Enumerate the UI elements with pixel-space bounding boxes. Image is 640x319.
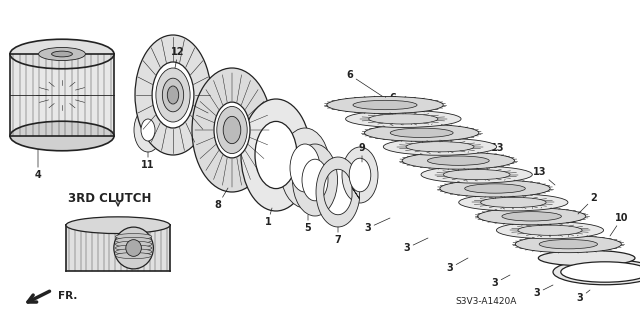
Text: 3RD CLUTCH: 3RD CLUTCH: [68, 191, 152, 204]
Ellipse shape: [402, 152, 515, 169]
Ellipse shape: [115, 237, 152, 243]
Ellipse shape: [152, 62, 194, 128]
Text: 7: 7: [335, 227, 341, 245]
Ellipse shape: [134, 108, 162, 152]
Ellipse shape: [115, 241, 152, 247]
Ellipse shape: [10, 121, 114, 151]
Text: 12: 12: [172, 47, 185, 68]
Ellipse shape: [156, 68, 190, 122]
Ellipse shape: [52, 51, 72, 57]
Text: 6: 6: [390, 93, 415, 115]
Ellipse shape: [481, 197, 546, 208]
Ellipse shape: [214, 102, 250, 158]
Ellipse shape: [444, 169, 510, 180]
Bar: [10, 54, 114, 136]
Ellipse shape: [353, 100, 417, 110]
Ellipse shape: [192, 68, 272, 192]
Text: 3: 3: [365, 218, 390, 233]
Ellipse shape: [428, 156, 489, 165]
Ellipse shape: [115, 253, 152, 259]
Ellipse shape: [66, 217, 170, 234]
Polygon shape: [316, 157, 360, 227]
Text: S3V3-A1420A: S3V3-A1420A: [455, 298, 516, 307]
Text: 3: 3: [404, 238, 428, 253]
Ellipse shape: [518, 225, 582, 235]
Ellipse shape: [477, 208, 586, 225]
Ellipse shape: [561, 262, 640, 282]
Text: 6: 6: [347, 70, 388, 100]
Text: 9: 9: [358, 143, 365, 162]
Text: 2: 2: [578, 193, 597, 214]
Ellipse shape: [302, 159, 328, 201]
Ellipse shape: [342, 147, 378, 203]
Ellipse shape: [459, 194, 568, 211]
Text: 4: 4: [35, 150, 42, 180]
Ellipse shape: [115, 245, 152, 251]
Ellipse shape: [115, 249, 152, 255]
Text: 10: 10: [610, 213, 628, 236]
Ellipse shape: [223, 116, 241, 144]
Ellipse shape: [440, 180, 550, 197]
Ellipse shape: [369, 114, 438, 124]
Text: 13: 13: [492, 143, 512, 162]
Ellipse shape: [406, 142, 474, 152]
Ellipse shape: [241, 99, 311, 211]
Ellipse shape: [292, 144, 337, 216]
Ellipse shape: [515, 236, 621, 253]
Ellipse shape: [290, 144, 320, 192]
Ellipse shape: [217, 107, 247, 153]
Text: 3: 3: [447, 258, 468, 273]
Text: 5: 5: [305, 215, 312, 233]
Ellipse shape: [421, 166, 532, 183]
Ellipse shape: [255, 122, 297, 189]
Ellipse shape: [115, 234, 152, 240]
Text: 8: 8: [214, 188, 228, 210]
Text: 13: 13: [533, 167, 555, 185]
Text: 3: 3: [577, 290, 590, 303]
Ellipse shape: [167, 86, 179, 104]
Text: 1: 1: [264, 208, 272, 227]
Ellipse shape: [538, 250, 635, 266]
Ellipse shape: [346, 110, 461, 127]
Ellipse shape: [539, 240, 598, 249]
Ellipse shape: [114, 227, 154, 269]
Ellipse shape: [126, 240, 141, 256]
Ellipse shape: [38, 48, 85, 61]
Text: 11: 11: [141, 152, 155, 170]
Ellipse shape: [383, 138, 497, 155]
Ellipse shape: [327, 97, 444, 114]
Text: 3: 3: [534, 285, 553, 298]
Ellipse shape: [465, 184, 525, 193]
Ellipse shape: [497, 222, 604, 239]
Text: 6: 6: [431, 113, 458, 132]
Ellipse shape: [280, 128, 330, 208]
Ellipse shape: [364, 124, 479, 141]
Ellipse shape: [135, 35, 211, 155]
Ellipse shape: [390, 128, 453, 137]
Bar: [66, 225, 170, 271]
Ellipse shape: [553, 259, 640, 285]
Text: 3: 3: [492, 275, 510, 288]
Text: FR.: FR.: [58, 291, 77, 301]
Ellipse shape: [502, 212, 561, 221]
Ellipse shape: [349, 158, 371, 192]
Ellipse shape: [141, 119, 155, 141]
Ellipse shape: [163, 78, 184, 112]
Ellipse shape: [10, 39, 114, 69]
